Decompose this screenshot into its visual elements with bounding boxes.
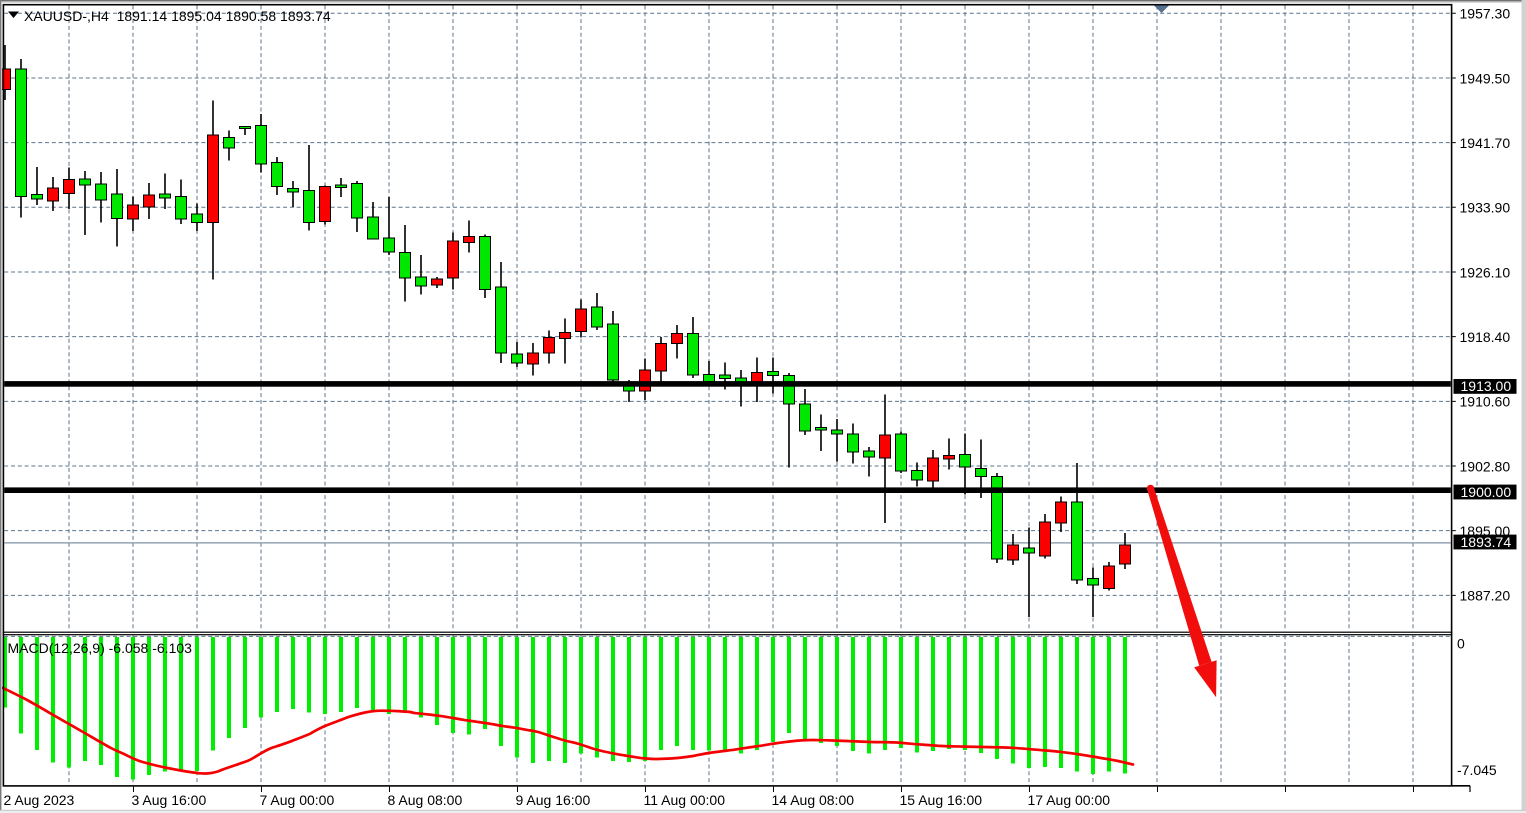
svg-text:1913.00: 1913.00 bbox=[1461, 378, 1512, 394]
svg-text:7 Aug 00:00: 7 Aug 00:00 bbox=[260, 792, 335, 808]
svg-text:1893.74: 1893.74 bbox=[1461, 534, 1512, 550]
svg-text:14 Aug 08:00: 14 Aug 08:00 bbox=[772, 792, 855, 808]
svg-text:-7.045: -7.045 bbox=[1457, 762, 1497, 778]
svg-text:1902.80: 1902.80 bbox=[1460, 458, 1511, 474]
svg-text:0: 0 bbox=[1457, 636, 1465, 652]
svg-text:1887.20: 1887.20 bbox=[1460, 588, 1511, 604]
svg-text:17 Aug 00:00: 17 Aug 00:00 bbox=[1028, 792, 1111, 808]
svg-text:MACD(12,26,9) -6.058 -6.103: MACD(12,26,9) -6.058 -6.103 bbox=[8, 640, 193, 656]
svg-text:15 Aug 16:00: 15 Aug 16:00 bbox=[900, 792, 983, 808]
svg-text:11 Aug 00:00: 11 Aug 00:00 bbox=[644, 792, 726, 808]
svg-text:1926.10: 1926.10 bbox=[1460, 264, 1511, 280]
svg-text:1910.60: 1910.60 bbox=[1460, 394, 1511, 410]
svg-text:1933.90: 1933.90 bbox=[1460, 200, 1511, 216]
svg-text:1900.00: 1900.00 bbox=[1461, 484, 1512, 500]
svg-text:1949.50: 1949.50 bbox=[1460, 70, 1511, 86]
svg-text:XAUUSD-,H4 1891.14 1895.04 18: XAUUSD-,H4 1891.14 1895.04 1890.58 1893.… bbox=[24, 8, 331, 24]
svg-text:2 Aug 2023: 2 Aug 2023 bbox=[4, 792, 75, 808]
svg-text:8 Aug 08:00: 8 Aug 08:00 bbox=[388, 792, 463, 808]
svg-text:1941.70: 1941.70 bbox=[1460, 135, 1511, 151]
svg-text:1918.40: 1918.40 bbox=[1460, 329, 1511, 345]
svg-text:1957.30: 1957.30 bbox=[1460, 6, 1511, 22]
svg-text:9 Aug 16:00: 9 Aug 16:00 bbox=[516, 792, 591, 808]
svg-text:3 Aug 16:00: 3 Aug 16:00 bbox=[132, 792, 207, 808]
